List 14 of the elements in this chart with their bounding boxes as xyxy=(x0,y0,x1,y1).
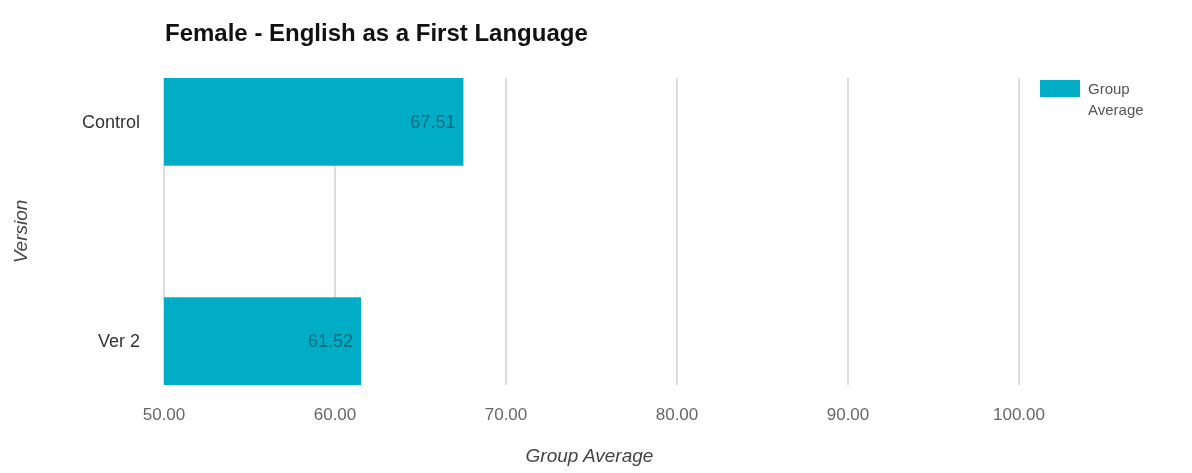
x-tick-label: 80.00 xyxy=(655,405,699,424)
y-tick-label: Control xyxy=(81,112,140,133)
y-tick-label: Ver 2 xyxy=(97,331,140,352)
x-tick-label: 90.00 xyxy=(826,405,870,424)
x-tick-label: 70.00 xyxy=(484,405,528,424)
x-tick-label: 100.00 xyxy=(993,405,1045,424)
data-label: 67.51 xyxy=(410,112,456,133)
x-tick-label: 50.00 xyxy=(142,405,186,424)
y-axis-title: Version xyxy=(10,199,31,264)
x-axis-title: Group Average xyxy=(525,445,654,466)
x-tick-label: 60.00 xyxy=(313,405,357,424)
data-label: 61.52 xyxy=(307,331,353,352)
chart-title: Female - English as a First Language xyxy=(165,19,588,46)
legend-label: Group Average xyxy=(1088,80,1144,118)
